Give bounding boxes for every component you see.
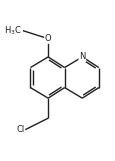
Text: Cl: Cl bbox=[16, 125, 24, 134]
Text: N: N bbox=[78, 52, 85, 62]
Text: H$_3$C: H$_3$C bbox=[4, 24, 22, 37]
Text: O: O bbox=[44, 34, 51, 43]
